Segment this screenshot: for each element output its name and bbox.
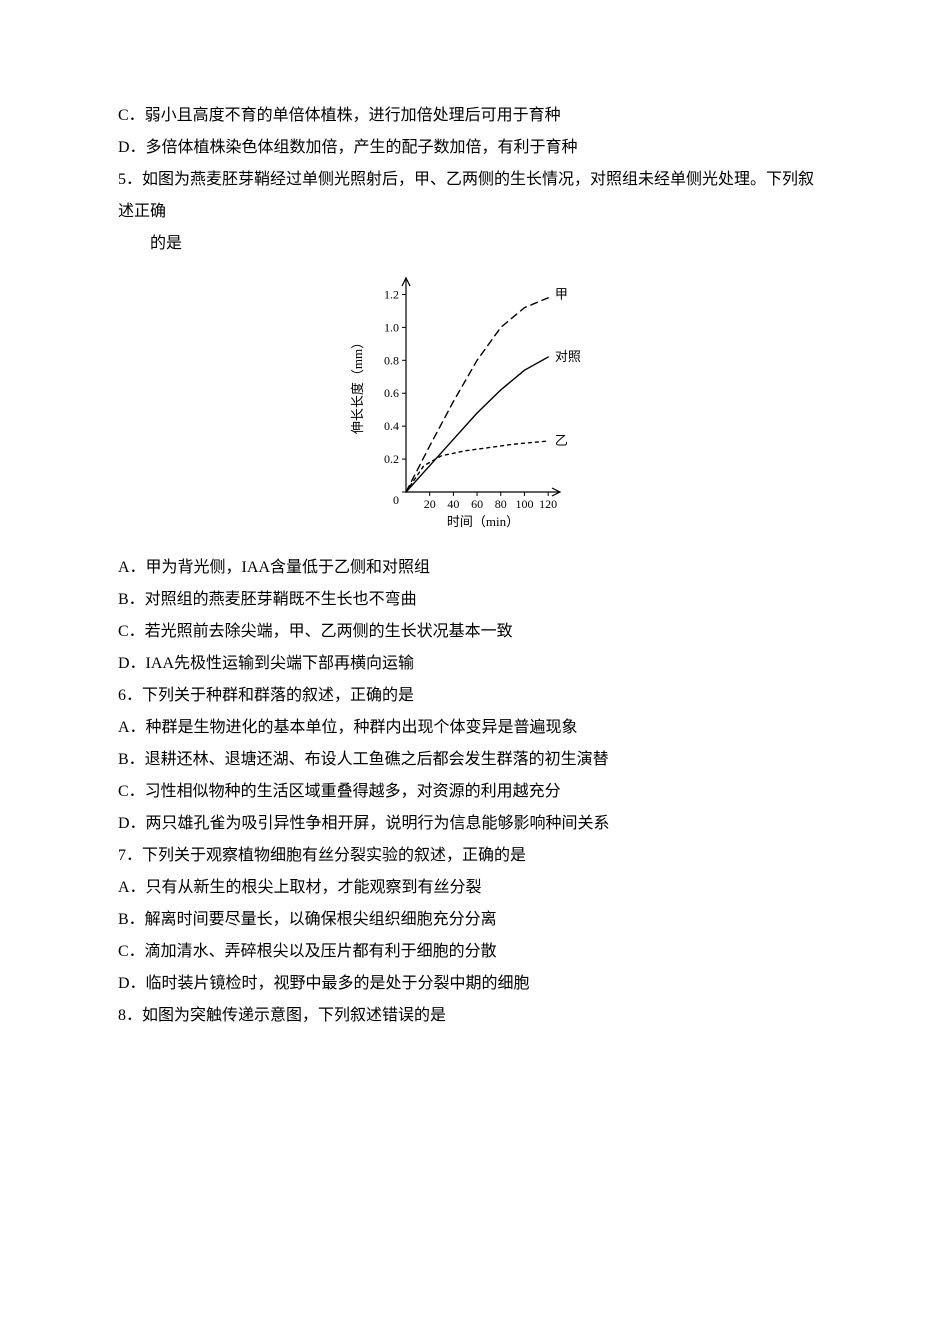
q6-option-c: C．习性相似物种的生活区域重叠得越多，对资源的利用越充分 xyxy=(118,776,827,808)
q7-option-b: B．解离时间要尽量长，以确保根尖组织细胞充分分离 xyxy=(118,904,827,936)
chart-container: 0.2 0.4 0.6 0.8 1.0 1.2 0 20 40 60 80 100 120 伸长长度（mm… xyxy=(118,266,827,546)
q5-option-a: A．甲为背光侧，IAA含量低于乙侧和对照组 xyxy=(118,552,827,584)
question-6-stem: 6．下列关于种群和群落的叙述，正确的是 xyxy=(118,680,827,712)
svg-text:伸长长度（mm）: 伸长长度（mm） xyxy=(350,336,365,434)
svg-text:时间（min）: 时间（min） xyxy=(446,514,518,529)
svg-text:80: 80 xyxy=(494,497,506,511)
page: C．弱小且高度不育的单倍体植株，进行加倍处理后可用于育种 D．多倍体植株染色体组… xyxy=(0,0,945,1232)
svg-text:0.6: 0.6 xyxy=(384,386,399,400)
q7-option-c: C．滴加清水、弄碎根尖以及压片都有利于细胞的分散 xyxy=(118,936,827,968)
svg-text:0.2: 0.2 xyxy=(384,452,399,466)
question-5-stem-line2: 的是 xyxy=(118,228,827,260)
svg-text:1.0: 1.0 xyxy=(384,320,399,334)
question-8-stem: 8．如图为突触传递示意图，下列叙述错误的是 xyxy=(118,1000,827,1032)
svg-text:100: 100 xyxy=(515,497,533,511)
option-c: C．弱小且高度不育的单倍体植株，进行加倍处理后可用于育种 xyxy=(118,100,827,132)
growth-chart: 0.2 0.4 0.6 0.8 1.0 1.2 0 20 40 60 80 100 120 伸长长度（mm… xyxy=(344,266,602,546)
q6-option-b: B．退耕还林、退塘还湖、布设人工鱼礁之后都会发生群落的初生演替 xyxy=(118,744,827,776)
svg-text:对照: 对照 xyxy=(554,349,580,364)
svg-text:40: 40 xyxy=(447,497,459,511)
svg-text:0.8: 0.8 xyxy=(384,353,399,367)
svg-text:甲: 甲 xyxy=(554,286,567,301)
q7-option-d: D．临时装片镜检时，视野中最多的是处于分裂中期的细胞 xyxy=(118,968,827,1000)
q5-option-d: D．IAA先极性运输到尖端下部再横向运输 xyxy=(118,648,827,680)
svg-text:20: 20 xyxy=(423,497,435,511)
q6-option-d: D．两只雄孔雀为吸引异性争相开屏，说明行为信息能够影响种间关系 xyxy=(118,808,827,840)
q6-option-a: A．种群是生物进化的基本单位，种群内出现个体变异是普遍现象 xyxy=(118,712,827,744)
svg-text:120: 120 xyxy=(539,497,557,511)
q5-option-c: C．若光照前去除尖端，甲、乙两侧的生长状况基本一致 xyxy=(118,616,827,648)
svg-text:0.4: 0.4 xyxy=(384,419,399,433)
svg-text:60: 60 xyxy=(471,497,483,511)
option-d: D．多倍体植株染色体组数加倍，产生的配子数加倍，有利于育种 xyxy=(118,132,827,164)
svg-text:乙: 乙 xyxy=(554,433,567,448)
svg-text:0: 0 xyxy=(393,493,399,507)
q5-option-b: B．对照组的燕麦胚芽鞘既不生长也不弯曲 xyxy=(118,584,827,616)
svg-text:1.2: 1.2 xyxy=(384,287,399,301)
question-5-stem-line1: 5．如图为燕麦胚芽鞘经过单侧光照射后，甲、乙两侧的生长情况，对照组未经单侧光处理… xyxy=(118,164,827,228)
q7-option-a: A．只有从新生的根尖上取材，才能观察到有丝分裂 xyxy=(118,872,827,904)
chart-svg: 0.2 0.4 0.6 0.8 1.0 1.2 0 20 40 60 80 100 120 伸长长度（mm… xyxy=(344,266,602,534)
question-7-stem: 7．下列关于观察植物细胞有丝分裂实验的叙述，正确的是 xyxy=(118,840,827,872)
